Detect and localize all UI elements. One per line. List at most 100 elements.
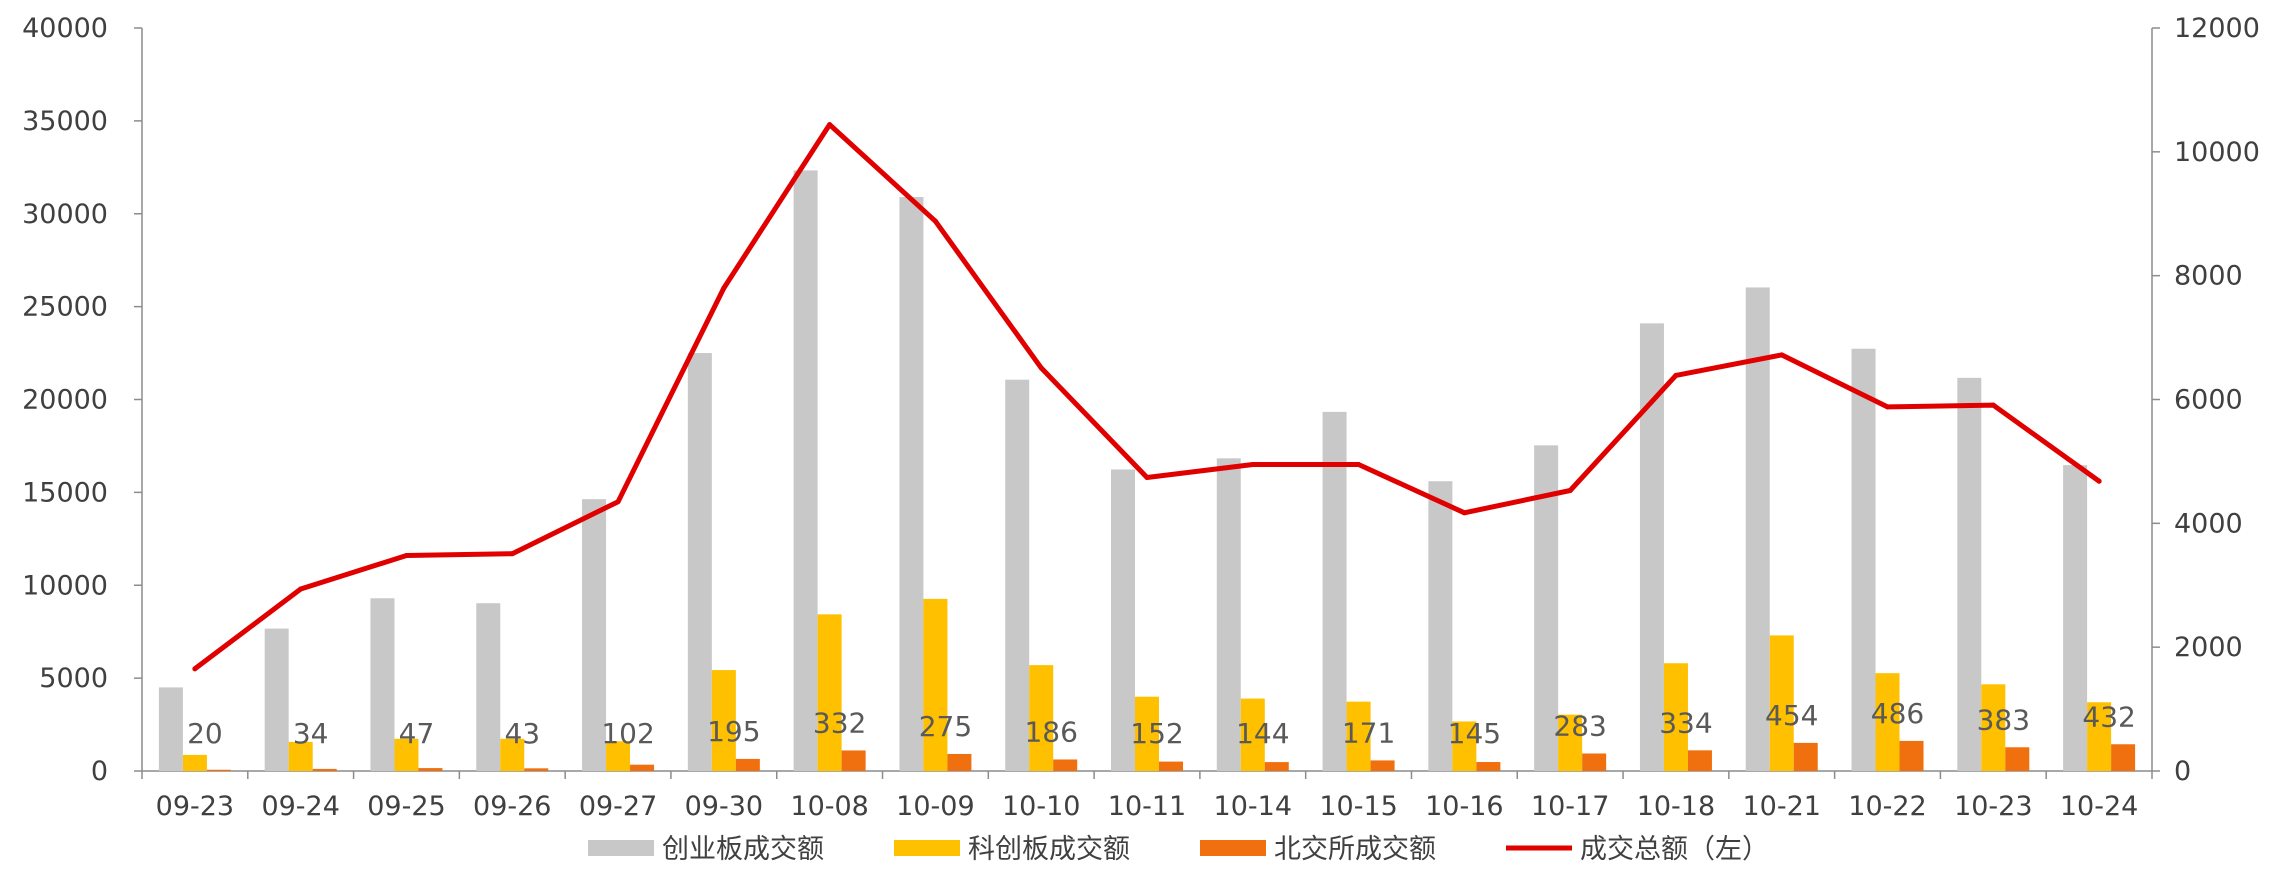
- bar-2: [1346, 701, 1371, 771]
- bar-1: [793, 170, 818, 772]
- bar-3: [2111, 744, 2136, 771]
- right-tick-label: 2000: [2174, 632, 2243, 663]
- bar-3: [735, 758, 760, 771]
- bar-3: [1899, 740, 1924, 771]
- line-point: [509, 551, 515, 557]
- bar-3: [1370, 760, 1395, 771]
- bar-3: [1159, 761, 1183, 771]
- legend: 创业板成交额 科创板成交额 北交所成交额 成交总额（左）: [588, 834, 1769, 865]
- line-point: [298, 586, 304, 592]
- line-point: [827, 122, 833, 128]
- legend-label: 科创板成交额: [968, 834, 1130, 865]
- axes: 0500010000150002000025000300003500040000…: [22, 13, 2260, 822]
- right-tick-label: 6000: [2174, 385, 2243, 416]
- line-point: [721, 285, 727, 291]
- legend-swatch: [588, 840, 654, 856]
- line-point: [1885, 404, 1891, 410]
- bar-2: [1029, 665, 1054, 771]
- x-tick-label: 10-10: [1002, 791, 1080, 822]
- bar-3: [1053, 759, 1078, 771]
- line-series: [192, 122, 2102, 672]
- bar-1: [264, 628, 289, 771]
- bar-2: [817, 614, 842, 771]
- bar-1: [476, 603, 501, 771]
- bar-3: [1793, 742, 1818, 771]
- bar-3: [1582, 753, 1607, 771]
- line-point: [1356, 462, 1362, 468]
- bar-2: [1240, 698, 1265, 771]
- left-tick-label: 10000: [22, 570, 108, 601]
- bar-2: [711, 670, 736, 771]
- bar-2: [923, 598, 948, 771]
- line-point: [1250, 462, 1256, 468]
- x-tick-label: 09-26: [473, 791, 551, 822]
- data-label: 283: [1553, 709, 1606, 742]
- line-point: [615, 499, 621, 505]
- bar-3: [1687, 750, 1712, 771]
- bar-1: [158, 687, 183, 771]
- bar-1: [687, 353, 712, 771]
- bar-1: [1216, 458, 1241, 771]
- bar-2: [1875, 673, 1900, 771]
- left-tick-label: 30000: [22, 199, 108, 230]
- bar-2: [2087, 702, 2112, 771]
- x-tick-label: 10-24: [2060, 791, 2138, 822]
- data-label: 144: [1236, 717, 1289, 750]
- bar-3: [312, 768, 337, 771]
- x-tick-label: 09-23: [156, 791, 234, 822]
- left-tick-label: 35000: [22, 106, 108, 137]
- x-tick-label: 10-16: [1425, 791, 1503, 822]
- line-point: [192, 666, 198, 672]
- x-tick-label: 10-23: [1954, 791, 2032, 822]
- bars: [158, 170, 2136, 772]
- x-tick-label: 10-15: [1319, 791, 1397, 822]
- legend-label: 北交所成交额: [1274, 834, 1436, 865]
- left-tick-label: 15000: [22, 477, 108, 508]
- x-tick-label: 10-11: [1108, 791, 1186, 822]
- bar-2: [500, 738, 525, 771]
- data-label: 47: [399, 717, 435, 750]
- line-point: [1461, 510, 1467, 516]
- right-tick-label: 10000: [2174, 137, 2260, 168]
- left-tick-label: 25000: [22, 292, 108, 323]
- bar-1: [2063, 465, 2088, 771]
- bar-3: [841, 750, 866, 771]
- line-point: [1673, 372, 1679, 378]
- line-point: [1038, 365, 1044, 371]
- bar-3: [947, 753, 972, 771]
- bar-2: [606, 741, 631, 771]
- bar-3: [418, 768, 443, 771]
- data-label: 334: [1659, 706, 1712, 739]
- right-tick-label: 0: [2174, 756, 2191, 787]
- data-label: 102: [601, 717, 654, 750]
- bar-3: [2005, 747, 2030, 771]
- data-label: 486: [1871, 697, 1924, 730]
- left-tick-label: 20000: [22, 385, 108, 416]
- data-label: 186: [1024, 715, 1077, 748]
- data-label: 195: [707, 715, 760, 748]
- legend-swatch: [1200, 840, 1266, 856]
- bar-1: [1111, 469, 1135, 771]
- bar-3: [206, 769, 231, 771]
- x-tick-label: 10-21: [1743, 791, 1821, 822]
- right-tick-label: 12000: [2174, 13, 2260, 44]
- left-tick-label: 0: [91, 756, 108, 787]
- data-label: 152: [1130, 717, 1183, 750]
- line-point: [1144, 475, 1150, 481]
- right-tick-label: 4000: [2174, 508, 2243, 539]
- bar-2: [1769, 635, 1794, 771]
- data-label: 171: [1342, 716, 1395, 749]
- bar-1: [582, 499, 607, 771]
- bar-1: [1005, 379, 1030, 771]
- data-label: 332: [813, 706, 866, 739]
- bar-3: [1264, 762, 1289, 771]
- left-tick-label: 5000: [39, 663, 108, 694]
- x-tick-label: 09-24: [261, 791, 339, 822]
- bar-2: [1452, 721, 1477, 771]
- data-label: 432: [2082, 700, 2135, 733]
- line-point: [1990, 402, 1996, 408]
- x-tick-label: 10-08: [790, 791, 868, 822]
- x-tick-label: 09-25: [367, 791, 445, 822]
- data-label: 34: [293, 717, 329, 750]
